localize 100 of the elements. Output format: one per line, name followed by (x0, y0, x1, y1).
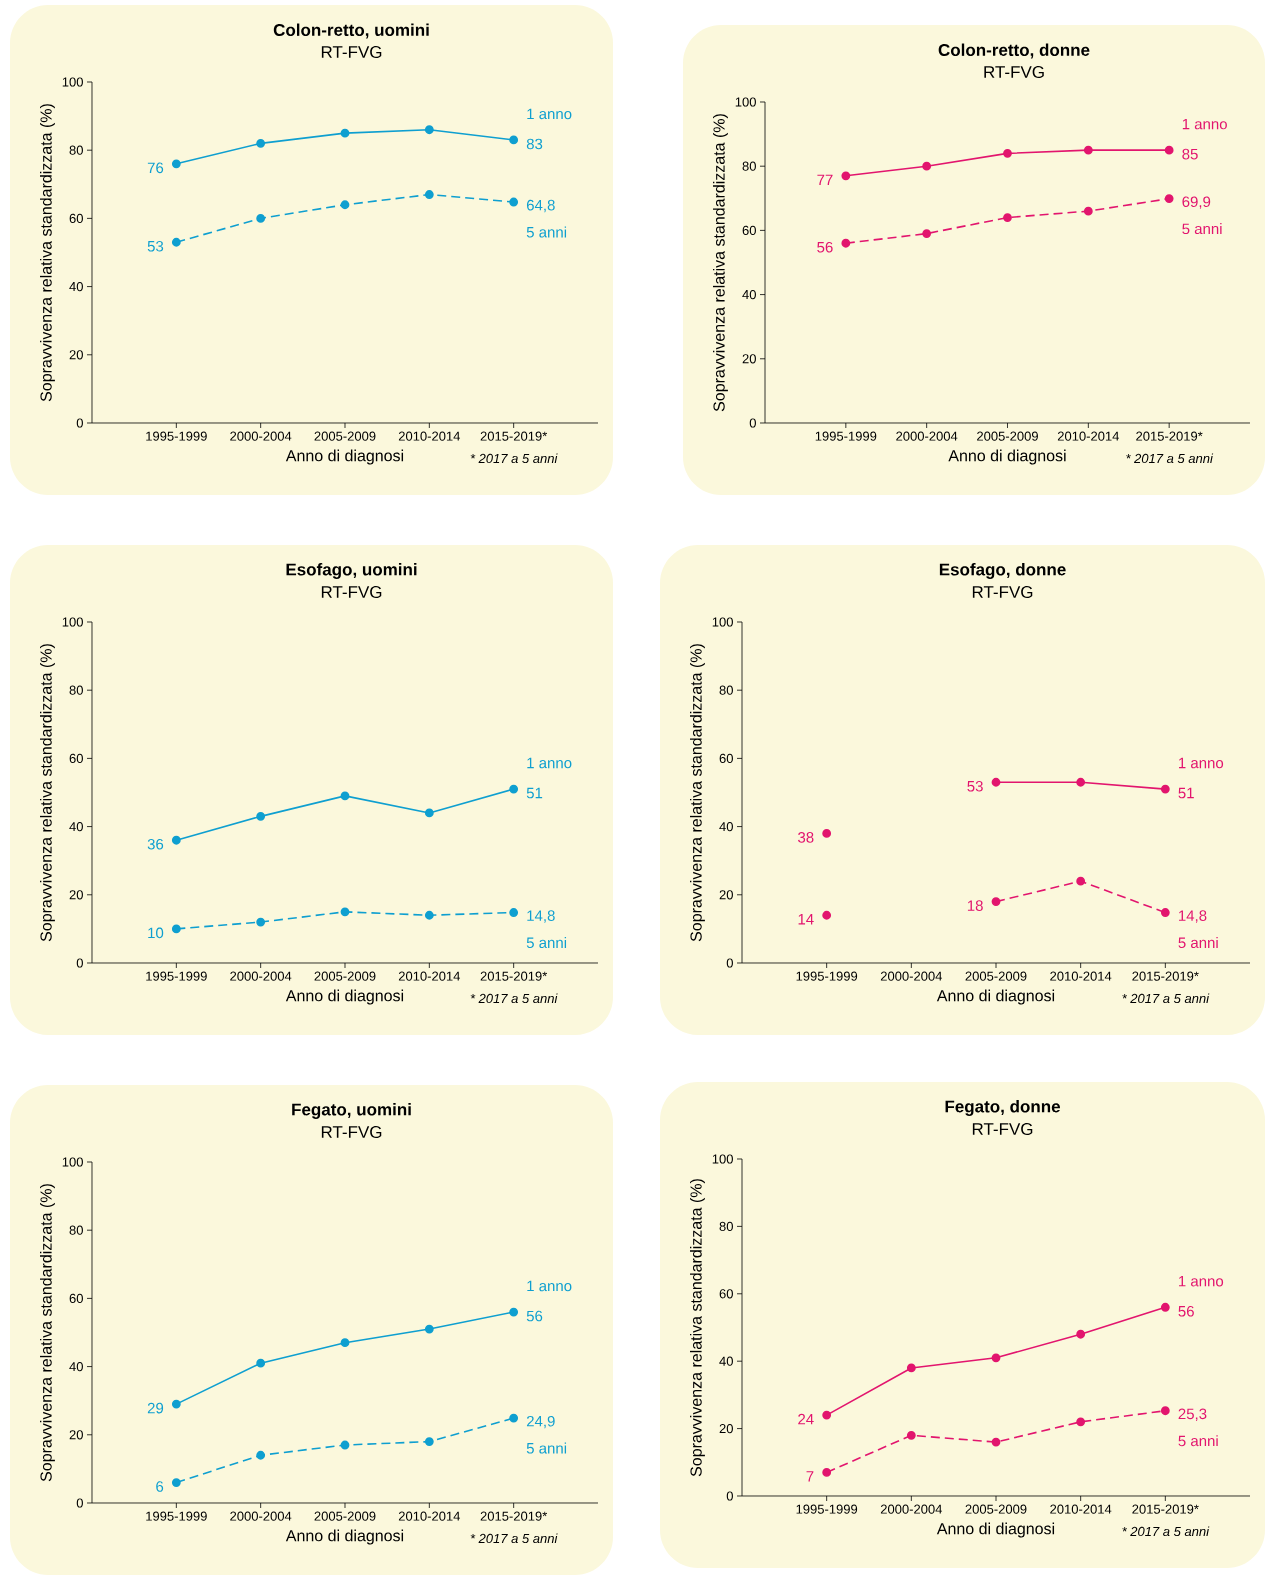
x-tick-label: 2000-2004 (230, 431, 292, 441)
point (1076, 876, 1086, 886)
text: * 2017 a 5 anni (1122, 993, 1210, 1004)
point (509, 1307, 519, 1317)
y-tick-label: 40 (69, 1361, 83, 1372)
data-label: 51 (526, 787, 543, 799)
data-label: 83 (526, 138, 543, 150)
point (922, 229, 932, 238)
point (340, 791, 350, 801)
point (424, 1324, 434, 1334)
y-tick-label: 40 (69, 281, 83, 292)
point (340, 1338, 350, 1348)
point (841, 238, 851, 248)
x-tick-label: 2010-2014 (1057, 431, 1120, 441)
point (841, 171, 851, 181)
point (1160, 784, 1170, 794)
x-tick-label: 2015-2019* (1132, 971, 1199, 981)
x-axis-title: Anno di diagnosi (285, 989, 404, 1005)
point (424, 808, 434, 818)
point (340, 128, 350, 138)
data-label: 77 (817, 174, 833, 185)
y-tick-label: 0 (726, 958, 733, 968)
data-label: 53 (967, 780, 983, 792)
y-tick-label: 80 (719, 685, 733, 695)
data-label: 14,8 (1179, 910, 1207, 923)
y-tick-label: 0 (726, 1491, 733, 1501)
data-label: 18 (967, 900, 983, 911)
x-tick-label: 1995-1999 (796, 1504, 858, 1514)
point (1003, 148, 1012, 158)
data-label: 56 (526, 1310, 543, 1322)
y-tick-label: 0 (76, 418, 83, 428)
x-tick-label: 2000-2004 (230, 1511, 292, 1521)
x-tick-label: 2015-2019* (480, 431, 548, 441)
y-tick-label: 20 (742, 354, 756, 364)
data-label: 14,8 (527, 910, 555, 923)
point (1160, 1302, 1170, 1312)
data-label: 56 (817, 241, 833, 253)
data-label: 85 (1182, 148, 1198, 160)
y-axis-title: Sopravvivenza relativa standardizzata (%) (690, 1179, 705, 1477)
series-label: 1 anno (1182, 118, 1227, 130)
y-tick-label: 20 (69, 1430, 83, 1440)
x-tick-label: 1995-1999 (146, 431, 207, 441)
point (256, 1450, 266, 1460)
chart-title: Fegato, donne (945, 1100, 1061, 1116)
y-tick-label: 80 (69, 1225, 83, 1235)
data-label: 6 (156, 1481, 164, 1492)
data-label: 53 (147, 240, 164, 252)
point (822, 1468, 832, 1477)
x-tick-label: 1995-1999 (796, 971, 858, 981)
x-tick-label: 2000-2004 (230, 971, 292, 981)
point (991, 1353, 1001, 1363)
series-label: 1 anno (527, 108, 572, 120)
y-tick-label: 100 (735, 97, 756, 107)
x-tick-label: 2000-2004 (880, 1504, 943, 1514)
chart-subtitle: RT-FVG (972, 585, 1033, 599)
y-tick-label: 60 (69, 213, 83, 223)
point (171, 1399, 181, 1409)
point (1076, 1329, 1086, 1339)
y-tick-label: 40 (719, 821, 733, 832)
point (1076, 1417, 1086, 1427)
point (171, 835, 181, 845)
data-label: 25,3 (1178, 1408, 1207, 1421)
text: * 2017 a 5 anni (1122, 1526, 1210, 1537)
point (340, 200, 350, 210)
point (340, 1440, 350, 1450)
x-tick-label: 2005-2009 (314, 431, 376, 441)
data-label: 38 (798, 832, 814, 843)
x-tick-label: 2015-2019* (480, 1511, 548, 1521)
y-tick-label: 20 (69, 890, 83, 900)
y-tick-label: 0 (76, 958, 83, 968)
point (509, 784, 519, 794)
point (256, 213, 266, 223)
chart-title: Colon-retto, donne (938, 43, 1090, 59)
series-label: 1 anno (1179, 1276, 1224, 1287)
point (256, 1358, 266, 1368)
y-tick-label: 40 (742, 289, 756, 300)
point (822, 910, 832, 920)
point (991, 777, 1001, 787)
text: * 2017 a 5 anni (470, 993, 558, 1004)
y-axis-title: Sopravvivenza relativa standardizzata (%) (690, 644, 705, 942)
y-tick-label: 100 (62, 1157, 83, 1167)
x-tick-label: 2010-2014 (398, 971, 461, 981)
point (1076, 777, 1086, 787)
chart-subtitle: RT-FVG (321, 1125, 382, 1139)
x-axis-title: Anno di diagnosi (936, 1522, 1055, 1538)
point (509, 1413, 519, 1423)
y-tick-label: 80 (719, 1221, 733, 1231)
chart-subtitle: RT-FVG (972, 1122, 1033, 1136)
point (256, 811, 266, 821)
y-tick-label: 100 (62, 77, 83, 87)
point (991, 1437, 1001, 1447)
y-tick-label: 80 (69, 685, 83, 695)
data-label: 56 (1178, 1305, 1194, 1317)
y-tick-label: 0 (749, 418, 756, 428)
data-label: 76 (147, 162, 164, 174)
y-tick-label: 60 (742, 225, 756, 235)
point (1160, 1406, 1170, 1416)
text: * 2017 a 5 anni (470, 453, 558, 464)
series-label: 5 anni (1178, 1435, 1218, 1447)
point (509, 197, 519, 207)
